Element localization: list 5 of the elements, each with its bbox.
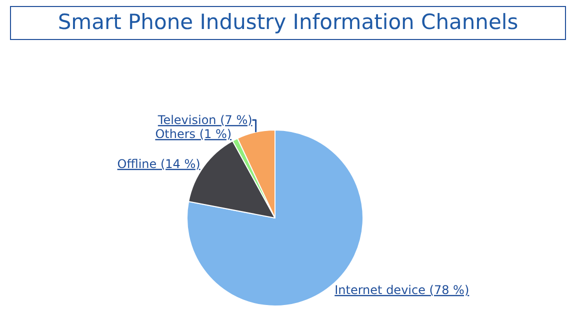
slice-label: Television (7 %)	[156, 113, 252, 128]
slice-label: Others (1 %)	[155, 127, 232, 142]
slice-label: Offline (14 %)	[117, 156, 200, 171]
chart-title: Smart Phone Industry Information Channels	[10, 6, 566, 40]
slice-label: Internet device (78 %)	[334, 282, 470, 297]
